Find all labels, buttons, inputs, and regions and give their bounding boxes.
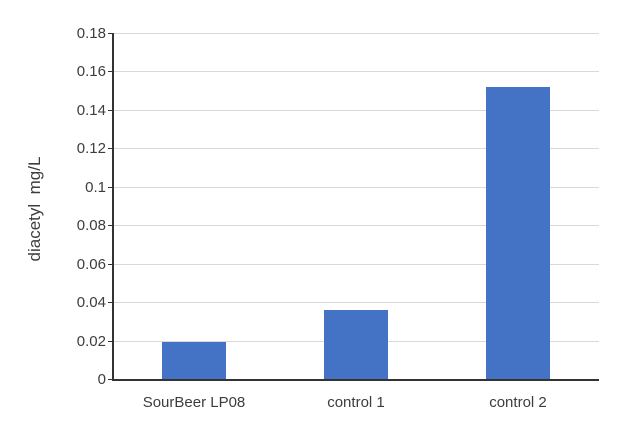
y-axis-line (112, 33, 114, 380)
y-axis-tick (108, 341, 113, 342)
y-tick-label: 0.1 (85, 179, 106, 196)
x-axis-line (112, 379, 599, 381)
y-tick-label: 0.04 (76, 294, 106, 311)
y-axis-tick (108, 33, 113, 34)
bar-sourbeer-lp08 (162, 342, 226, 379)
bar-control-1 (324, 310, 388, 379)
y-axis-tick (108, 264, 113, 265)
gridline (113, 71, 599, 72)
gridline (113, 302, 599, 303)
y-tick-label: 0.12 (76, 140, 106, 157)
y-tick-label: 0.08 (76, 217, 106, 234)
x-tick-label: control 2 (489, 394, 547, 411)
x-tick-label: control 1 (327, 394, 385, 411)
y-axis-tick (108, 148, 113, 149)
gridline (113, 187, 599, 188)
gridline (113, 148, 599, 149)
gridline (113, 225, 599, 226)
y-axis-tick (108, 110, 113, 111)
y-axis-tick (108, 302, 113, 303)
y-axis-tick (108, 71, 113, 72)
y-tick-label: 0.14 (76, 102, 106, 119)
x-tick-label: SourBeer LP08 (142, 394, 246, 411)
bar-control-2 (486, 87, 550, 379)
gridline (113, 264, 599, 265)
y-tick-label: 0 (97, 371, 106, 388)
gridline (113, 33, 599, 34)
y-axis-tick (108, 225, 113, 226)
y-axis-tick (108, 379, 113, 380)
y-tick-label: 0.18 (76, 25, 106, 42)
y-tick-label: 0.06 (76, 256, 106, 273)
y-tick-label: 0.16 (76, 63, 106, 80)
y-axis-tick (108, 187, 113, 188)
gridline (113, 110, 599, 111)
y-tick-label: 0.02 (76, 333, 106, 350)
